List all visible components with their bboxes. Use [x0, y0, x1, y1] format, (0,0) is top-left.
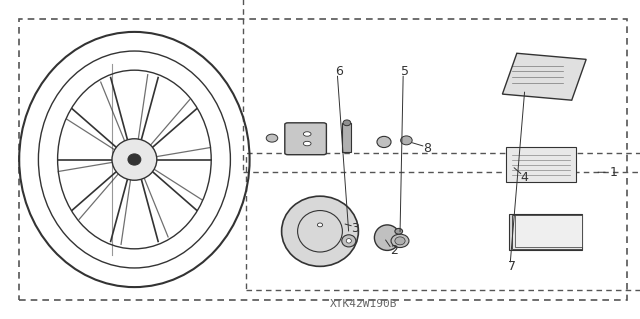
Bar: [515, 215, 582, 247]
Text: 7: 7: [508, 260, 516, 273]
Bar: [19, 19, 627, 300]
Bar: [509, 214, 582, 250]
Ellipse shape: [374, 225, 400, 250]
Text: 8: 8: [424, 142, 431, 155]
FancyBboxPatch shape: [285, 123, 326, 155]
Ellipse shape: [342, 235, 356, 247]
Bar: [512, 215, 582, 249]
Ellipse shape: [317, 223, 323, 227]
Bar: [342, 123, 351, 152]
Ellipse shape: [112, 139, 157, 180]
Ellipse shape: [401, 136, 412, 145]
Bar: [246, 153, 640, 290]
Bar: [502, 53, 586, 100]
Ellipse shape: [395, 237, 405, 245]
Ellipse shape: [282, 196, 358, 266]
Text: XTK42W190B: XTK42W190B: [330, 299, 397, 309]
Ellipse shape: [266, 134, 278, 142]
Text: 5: 5: [401, 65, 409, 78]
Ellipse shape: [303, 141, 311, 146]
Bar: [243, 0, 640, 172]
Ellipse shape: [395, 228, 403, 234]
Text: 3: 3: [351, 222, 359, 234]
Text: 4: 4: [521, 171, 529, 183]
Text: 6: 6: [335, 65, 343, 78]
Text: 2: 2: [390, 244, 397, 257]
Ellipse shape: [391, 234, 409, 248]
Ellipse shape: [377, 137, 391, 148]
Ellipse shape: [128, 154, 141, 165]
Bar: [506, 147, 576, 182]
Text: 1: 1: [609, 166, 617, 179]
Ellipse shape: [303, 132, 311, 136]
Ellipse shape: [343, 120, 351, 126]
Ellipse shape: [346, 239, 351, 243]
